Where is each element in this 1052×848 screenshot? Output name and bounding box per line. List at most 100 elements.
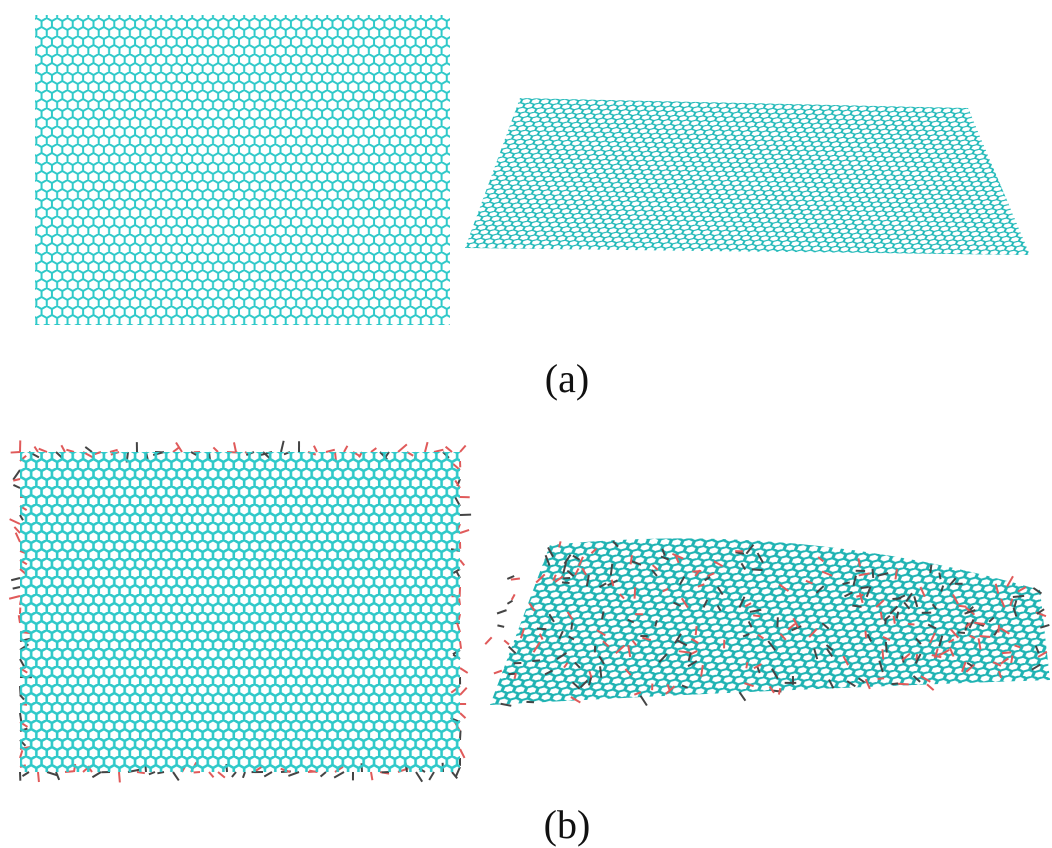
functional-group xyxy=(865,631,866,638)
functional-group xyxy=(460,530,469,533)
functional-group xyxy=(494,671,502,674)
functional-group xyxy=(232,772,236,777)
functional-group xyxy=(434,450,443,452)
functional-group xyxy=(980,636,991,637)
functional-group xyxy=(234,442,236,452)
functional-group xyxy=(429,772,434,780)
functional-group xyxy=(22,772,29,776)
functional-group xyxy=(511,578,520,579)
functional-group xyxy=(314,446,317,452)
panel-label: (a) xyxy=(545,356,589,401)
functional-group xyxy=(137,772,145,773)
functional-group xyxy=(264,772,272,777)
functional-group xyxy=(892,598,901,599)
functional-group xyxy=(497,610,506,613)
functional-group xyxy=(514,673,515,679)
functional-group xyxy=(998,625,999,633)
functional-group xyxy=(930,565,931,573)
functional-group xyxy=(886,642,887,653)
functional-group xyxy=(149,772,155,774)
functional-group xyxy=(218,772,225,778)
page: (a) (b) (() => { const data = JSON.parse… xyxy=(0,0,1052,848)
functional-group xyxy=(10,519,20,524)
graphene-side-view xyxy=(465,98,1030,255)
functional-group xyxy=(501,704,512,706)
panel-label: (b) xyxy=(544,802,591,847)
functional-group xyxy=(11,578,20,580)
functional-group xyxy=(562,582,570,583)
functional-group xyxy=(209,772,214,777)
functional-group xyxy=(892,683,898,684)
functional-group xyxy=(281,441,284,452)
functional-group xyxy=(460,713,466,718)
functional-group xyxy=(157,772,164,773)
functional-group xyxy=(19,615,20,623)
functional-group xyxy=(371,772,372,780)
functional-group xyxy=(66,450,74,452)
functional-group xyxy=(92,772,101,777)
functional-group xyxy=(9,596,20,599)
functional-group xyxy=(631,555,632,564)
functional-group xyxy=(635,587,636,598)
functional-group xyxy=(898,684,909,685)
functional-group xyxy=(425,442,428,452)
functional-group xyxy=(881,612,882,620)
graphene-top-view xyxy=(35,15,450,325)
functional-group xyxy=(1011,656,1012,663)
graphene-oxide-side-view xyxy=(490,538,1050,705)
functional-group xyxy=(852,606,861,607)
functional-group xyxy=(85,447,92,452)
functional-group xyxy=(344,446,347,452)
functional-group xyxy=(894,616,895,624)
functional-group xyxy=(1013,596,1024,597)
functional-group xyxy=(173,772,179,780)
functional-group xyxy=(13,587,20,589)
functional-group xyxy=(334,772,344,778)
functional-group xyxy=(371,448,376,452)
functional-group xyxy=(321,772,326,777)
functional-group xyxy=(485,637,491,644)
functional-group xyxy=(14,527,20,533)
functional-group xyxy=(958,606,966,607)
functional-group xyxy=(460,688,467,695)
functional-group xyxy=(243,772,245,778)
functional-group xyxy=(1002,652,1011,653)
functional-group xyxy=(13,485,20,488)
functional-group xyxy=(61,445,65,452)
functional-group xyxy=(878,678,885,679)
functional-group xyxy=(753,615,760,616)
functional-group xyxy=(532,660,540,661)
functional-group xyxy=(497,625,504,627)
functional-group xyxy=(640,696,646,706)
functional-group xyxy=(176,443,182,452)
functional-group xyxy=(460,641,461,649)
functional-group xyxy=(119,772,120,782)
functional-group xyxy=(213,447,218,452)
functional-group xyxy=(446,447,452,452)
functional-group xyxy=(746,662,747,668)
functional-group xyxy=(897,612,898,619)
functional-group xyxy=(460,445,466,452)
functional-group xyxy=(16,533,20,542)
functional-group xyxy=(460,560,464,565)
functional-group xyxy=(34,447,38,452)
functional-group xyxy=(882,649,883,659)
functional-group xyxy=(39,449,47,452)
functional-group xyxy=(504,640,509,644)
functional-group xyxy=(460,749,465,758)
functional-group xyxy=(512,594,515,599)
functional-group xyxy=(416,772,422,782)
figure: (a) (b) xyxy=(0,0,1052,848)
functional-group xyxy=(110,450,118,452)
functional-group xyxy=(326,450,335,452)
functional-group xyxy=(752,569,763,570)
functional-group xyxy=(173,447,179,452)
functional-group xyxy=(460,731,461,740)
functional-group xyxy=(939,573,940,580)
functional-group xyxy=(872,569,873,578)
functional-group xyxy=(958,632,965,633)
functional-group xyxy=(740,692,746,700)
functional-group xyxy=(927,684,934,690)
functional-group xyxy=(460,668,468,673)
functional-group xyxy=(861,587,869,588)
